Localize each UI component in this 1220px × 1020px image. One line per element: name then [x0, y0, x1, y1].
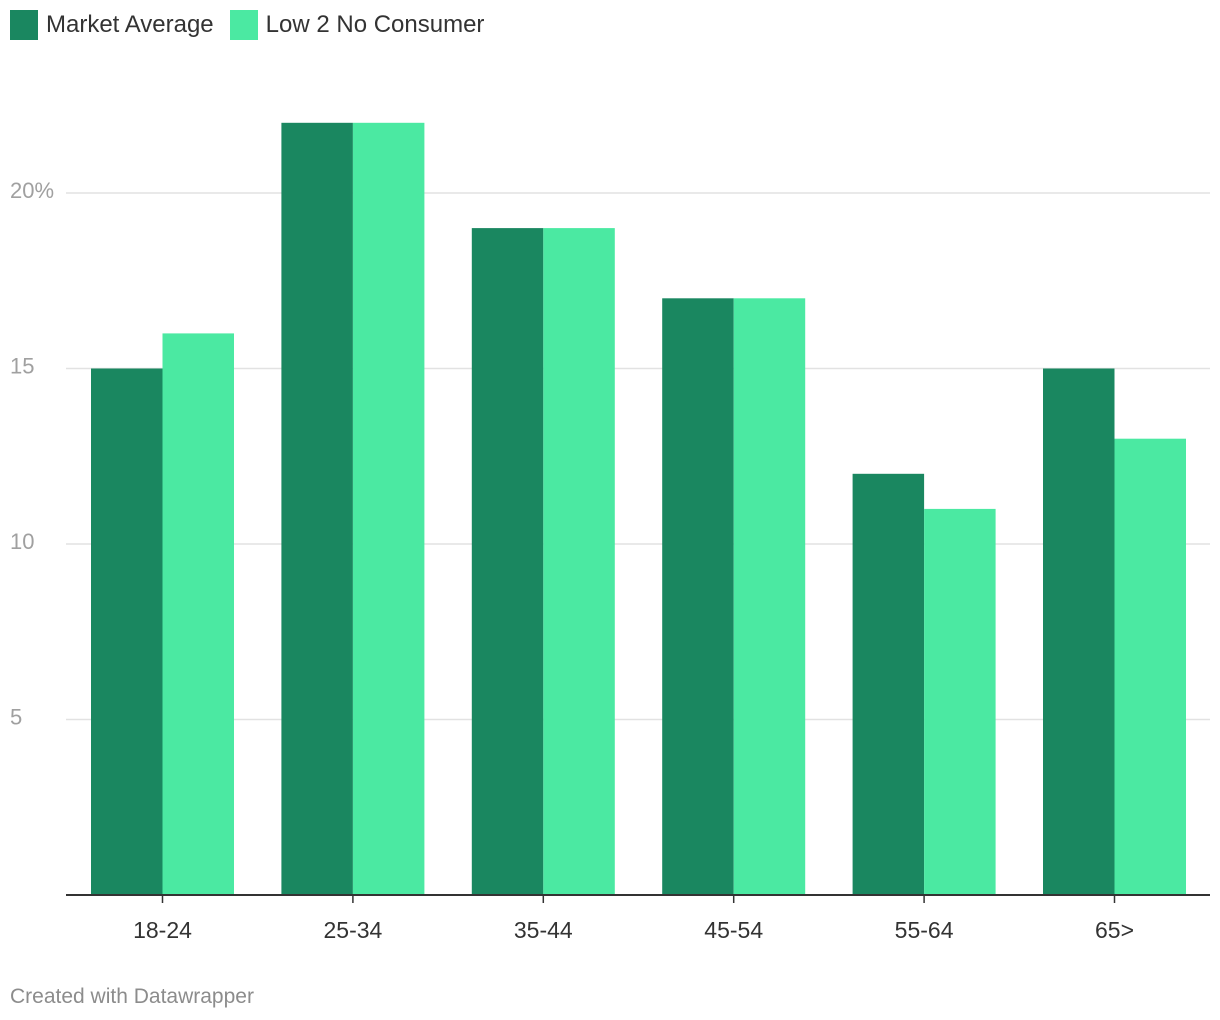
bar-market-average — [662, 298, 734, 895]
bar-low-2-no-consumer — [1114, 438, 1186, 895]
bar-market-average — [281, 122, 353, 896]
bar-chart: 5 10 15 20% 18-24 25-34 35-44 45-54 55-64 65> — [10, 122, 1210, 943]
x-tick-label: 18-24 — [133, 917, 192, 943]
legend-item-market-average: Market Average — [10, 10, 214, 40]
x-tick-label: 45-54 — [704, 917, 763, 943]
axes: 18-24 25-34 35-44 45-54 55-64 65> — [66, 894, 1210, 943]
x-tick-label: 25-34 — [323, 917, 382, 943]
bar-low-2-no-consumer — [162, 333, 234, 895]
y-tick-label: 15 — [10, 353, 34, 378]
y-tick-label: 5 — [10, 704, 22, 729]
legend-label-market-average: Market Average — [46, 11, 214, 38]
x-tick-label: 35-44 — [514, 917, 573, 943]
bar-low-2-no-consumer — [733, 298, 806, 895]
bars — [91, 122, 1186, 896]
x-tick-label: 65> — [1095, 917, 1134, 943]
bar-low-2-no-consumer — [543, 228, 615, 896]
legend-label-low-2-no-consumer: Low 2 No Consumer — [265, 11, 485, 38]
y-tick-label: 20% — [10, 178, 54, 203]
chart-legend: Market Average Low 2 No Consumer — [10, 10, 484, 40]
y-tick-label: 10 — [10, 529, 34, 554]
grid-lines: 5 10 15 20% — [10, 178, 1210, 729]
legend-swatch-market-average — [10, 10, 38, 40]
legend-swatch-low-2-no-consumer — [229, 10, 258, 40]
legend-item-low-2-no-consumer: Low 2 No Consumer — [229, 10, 485, 40]
footer-credit: Created with Datawrapper — [10, 985, 254, 1008]
bar-market-average — [91, 368, 163, 895]
bar-low-2-no-consumer — [352, 122, 425, 896]
x-tick-label: 55-64 — [895, 917, 954, 943]
bar-low-2-no-consumer — [924, 508, 996, 895]
bar-market-average — [1043, 368, 1115, 895]
bar-market-average — [852, 473, 925, 895]
bar-market-average — [471, 228, 544, 896]
